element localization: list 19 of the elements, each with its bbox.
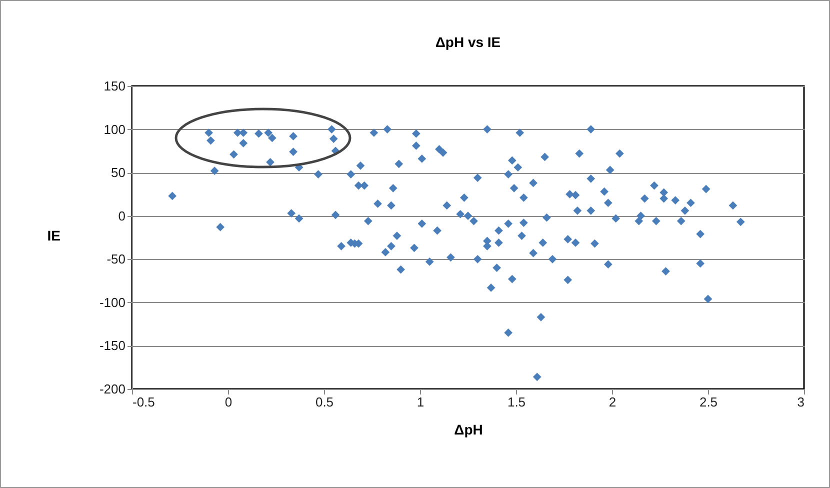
x-axis-title: ΔpH [454,422,483,438]
x-tick-label: 1 [416,394,424,410]
x-tick-label: 2.5 [699,394,718,410]
y-tick-label: -150 [99,338,126,354]
x-tick-label: 3 [797,394,804,410]
y-tick-label: -200 [99,382,126,396]
y-tick-label: -50 [106,252,126,267]
y-tick-label: -100 [99,294,126,310]
y-tick-label: 150 [104,78,126,94]
x-tick-label: 2 [608,394,616,410]
x-tick-label: -0.5 [132,394,155,410]
x-tick-label: 0 [224,394,232,410]
y-tick-label: 100 [104,122,126,137]
y-axis-title: IE [47,228,60,244]
y-tick-label: 0 [118,208,126,224]
x-tick-label: 0.5 [315,394,334,410]
chart-title: ΔpH vs IE [435,34,501,50]
x-tick-label: 1.5 [507,394,526,410]
y-tick-label: 50 [111,165,126,180]
